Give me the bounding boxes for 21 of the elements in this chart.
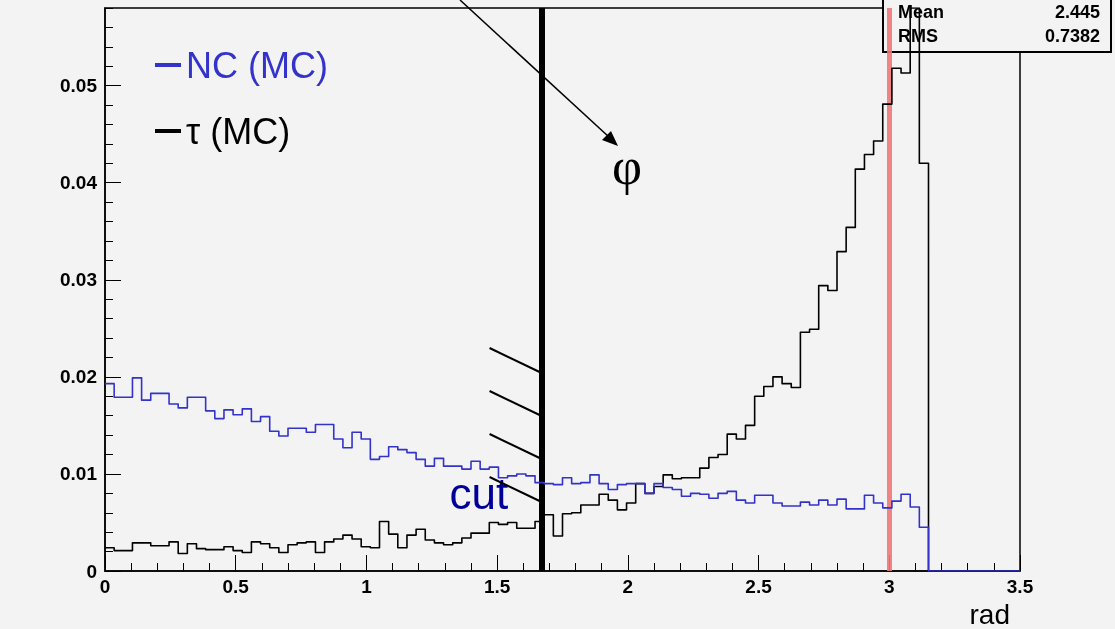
legend-label: NC (MC)	[186, 44, 328, 86]
x-tick-label: 1	[361, 576, 373, 597]
y-tick-label: 0	[86, 560, 97, 582]
text: 2.445	[1054, 2, 1100, 22]
x-tick-label: 2.5	[745, 576, 773, 597]
x-tick-label: 0	[99, 576, 111, 597]
y-tick-label: 0.03	[60, 269, 97, 291]
x-tick-label: 3.5	[1006, 576, 1034, 597]
x-tick-label: 3	[884, 576, 895, 597]
x-tick-label: 2	[622, 576, 634, 597]
text: 0.7382	[1044, 26, 1100, 46]
ref-line-label: cut	[449, 468, 509, 518]
x-tick-label: 1.5	[483, 576, 511, 597]
y-tick-label: 0.05	[60, 75, 98, 97]
y-tick-label: 0.01	[60, 463, 98, 485]
annotation: φ	[612, 137, 643, 195]
legend-label: τ (MC)	[186, 110, 291, 152]
x-axis-title: rad	[969, 598, 1010, 629]
y-tick-label: 0.02	[60, 366, 97, 388]
y-tick-label: 0.04	[60, 172, 98, 194]
x-tick-label: 0.5	[222, 576, 250, 597]
